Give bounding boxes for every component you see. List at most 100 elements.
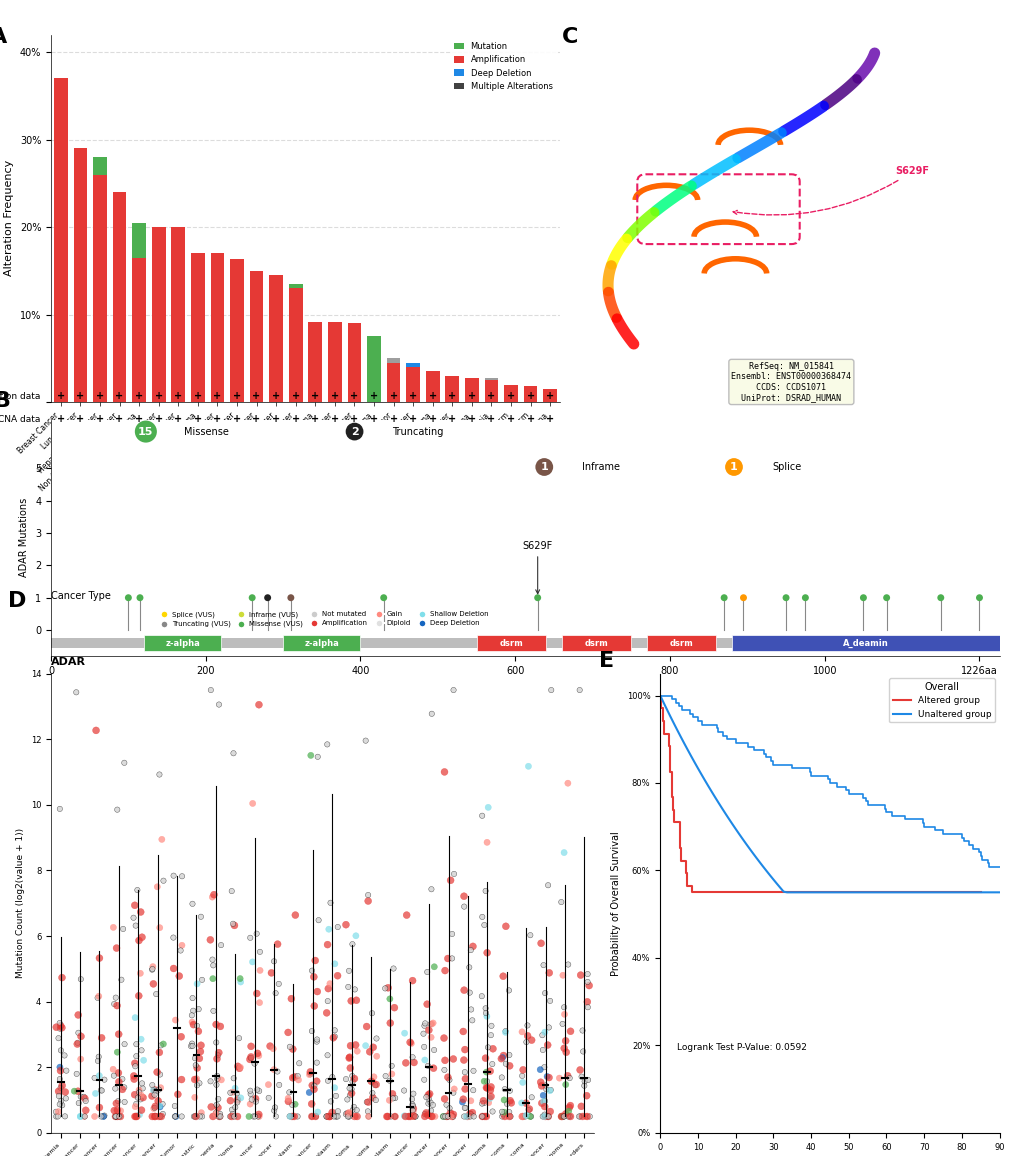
- Point: [482, 1087, 498, 1105]
- Point: [457, 1069, 473, 1088]
- Point: [127, 1097, 144, 1116]
- Bar: [445, 376, 459, 402]
- Point: [133, 1101, 150, 1119]
- Point: [405, 1101, 421, 1119]
- Point: [209, 1067, 225, 1085]
- Point: [301, 1066, 317, 1084]
- Point: [494, 1105, 511, 1124]
- Point: [498, 1095, 515, 1113]
- Point: [127, 917, 144, 935]
- Point: [152, 1107, 168, 1126]
- Text: +: +: [526, 414, 534, 424]
- Point: [91, 1047, 107, 1066]
- Point: [206, 885, 222, 904]
- Point: [538, 1080, 554, 1098]
- Point: [538, 1067, 554, 1085]
- Point: [360, 1107, 376, 1126]
- Point: [225, 744, 242, 763]
- Text: 2: 2: [351, 427, 358, 437]
- Point: [329, 1102, 345, 1120]
- Point: [579, 972, 595, 991]
- Point: [416, 1107, 432, 1126]
- Point: [186, 1048, 203, 1067]
- Point: [149, 877, 165, 896]
- Point: [226, 1079, 243, 1097]
- Point: [436, 763, 452, 781]
- Bar: [503, 385, 518, 402]
- Point: [501, 1091, 518, 1110]
- Point: [48, 1103, 64, 1121]
- Point: [445, 1105, 462, 1124]
- Point: [475, 1091, 491, 1110]
- Point: [348, 1042, 365, 1060]
- Point: [457, 1098, 473, 1117]
- Point: [573, 1067, 589, 1085]
- Bar: [132, 223, 146, 258]
- Point: [319, 735, 335, 754]
- Point: [364, 1083, 380, 1102]
- Point: [399, 1107, 416, 1126]
- Point: [555, 1039, 572, 1058]
- Point: [463, 1105, 479, 1124]
- Point: [365, 1073, 381, 1091]
- Point: [304, 1095, 320, 1113]
- Point: [308, 1072, 324, 1090]
- Point: [541, 992, 557, 1010]
- Point: [476, 1107, 492, 1126]
- Point: [110, 1025, 126, 1044]
- Point: [69, 1033, 86, 1052]
- Point: [321, 1107, 337, 1126]
- Point: [148, 1082, 164, 1101]
- Text: 15: 15: [138, 427, 154, 437]
- Point: [464, 1103, 480, 1121]
- Point: [462, 1107, 478, 1126]
- Point: [108, 1095, 124, 1113]
- Bar: [406, 368, 420, 402]
- Point: [555, 1005, 572, 1023]
- Text: +: +: [194, 391, 202, 401]
- Point: [326, 955, 342, 973]
- Point: [251, 1046, 267, 1065]
- Point: [397, 1053, 414, 1072]
- Text: +: +: [468, 391, 476, 401]
- Point: [232, 1089, 249, 1107]
- Point: [289, 1067, 306, 1085]
- Point: [229, 1107, 246, 1126]
- Point: [308, 1107, 324, 1126]
- Point: [54, 1018, 70, 1037]
- Text: +: +: [330, 391, 338, 401]
- Point: [339, 978, 356, 996]
- Point: [484, 1039, 500, 1058]
- Point: [522, 1107, 538, 1126]
- Point: [50, 1029, 66, 1047]
- Point: [443, 1107, 460, 1126]
- Point: [518, 1094, 534, 1112]
- Point: [931, 588, 948, 607]
- Point: [540, 1107, 556, 1126]
- Point: [581, 977, 597, 995]
- Point: [520, 757, 536, 776]
- Point: [309, 983, 325, 1001]
- Text: +: +: [526, 391, 534, 401]
- Point: [457, 1080, 473, 1098]
- Point: [320, 920, 336, 939]
- Text: 1: 1: [540, 462, 547, 472]
- Text: +: +: [370, 391, 378, 401]
- Point: [496, 1080, 513, 1098]
- Text: +: +: [135, 414, 143, 424]
- Point: [457, 1062, 473, 1081]
- Point: [341, 1079, 358, 1097]
- Point: [69, 1035, 86, 1053]
- Point: [382, 1107, 398, 1126]
- Point: [130, 1081, 147, 1099]
- Point: [535, 1087, 551, 1105]
- Bar: [230, 259, 244, 402]
- Point: [227, 1098, 244, 1117]
- Point: [91, 1066, 107, 1084]
- Point: [559, 955, 576, 973]
- Point: [480, 798, 496, 816]
- Point: [167, 1107, 183, 1126]
- Point: [445, 1080, 462, 1098]
- Point: [345, 1098, 362, 1117]
- Point: [576, 1076, 592, 1095]
